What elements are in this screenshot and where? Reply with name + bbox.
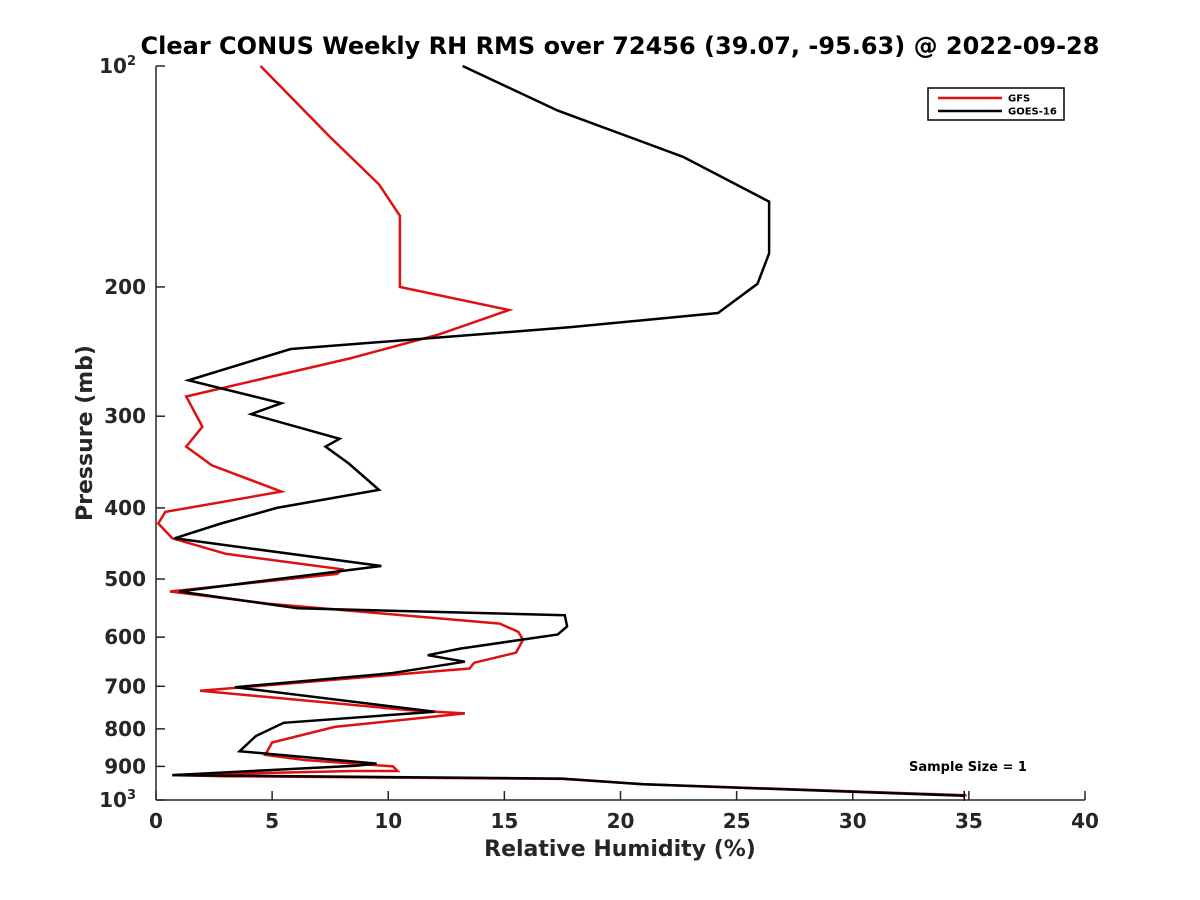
y-tick-label: 200: [104, 275, 146, 299]
axes: [155, 66, 1085, 801]
y-tick-label: 700: [104, 674, 146, 698]
y-tick-label: 400: [104, 496, 146, 520]
legend: GFS GOES-16: [927, 87, 1065, 121]
sample-size-annotation: Sample Size = 1: [909, 760, 1027, 775]
y-tick-label: 600: [104, 625, 146, 649]
x-axis-label: Relative Humidity (%): [484, 837, 756, 862]
x-tick-label: 30: [839, 809, 867, 833]
x-tick-label: 5: [265, 809, 279, 833]
x-tick-label: 35: [955, 809, 983, 833]
series-line-goes-16: [172, 64, 965, 798]
y-tick-label: 900: [104, 754, 146, 778]
y-tick-label: 500: [104, 567, 146, 591]
y-tick-label: 800: [104, 717, 146, 741]
x-tick-label: 10: [374, 809, 402, 833]
y-tick-label-base: 10: [99, 788, 127, 812]
y-tick-label-exponent: 2: [127, 54, 136, 69]
y-axis-label: Pressure (mb): [73, 345, 98, 521]
legend-label: GOES-16: [1008, 107, 1057, 118]
chart-title: Clear CONUS Weekly RH RMS over 72456 (39…: [141, 32, 1100, 60]
series-group: [156, 64, 967, 801]
x-tick-label: 0: [149, 809, 163, 833]
legend-label: GFS: [1008, 94, 1030, 105]
y-tick-label: 102: [99, 54, 136, 78]
x-tick-label: 20: [607, 809, 635, 833]
y-tick-label: 300: [104, 404, 146, 428]
y-tick-label: 103: [99, 788, 136, 812]
y-tick-label-base: 10: [99, 54, 127, 78]
x-tick-label: 40: [1071, 809, 1099, 833]
legend-box: [927, 87, 1065, 121]
x-tick-label: 15: [490, 809, 518, 833]
series-line-gfs: [156, 65, 967, 797]
x-ticks: 0 5 10 15 20 25 30 35 40: [149, 791, 1099, 833]
x-tick-label: 25: [723, 809, 751, 833]
y-tick-label-exponent: 3: [127, 788, 136, 803]
